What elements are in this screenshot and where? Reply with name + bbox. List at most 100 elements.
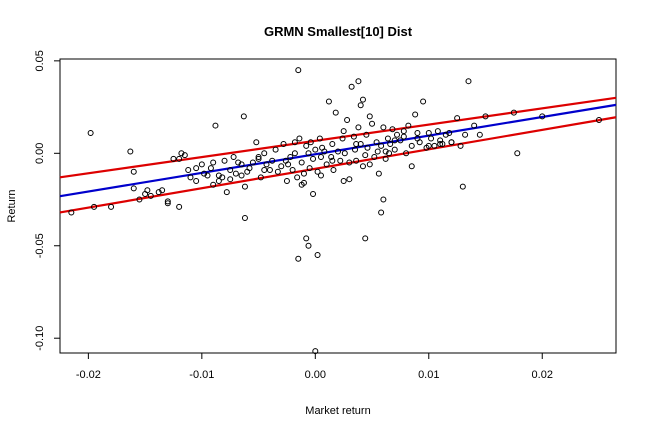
scatter-point (227, 166, 234, 173)
x-tick-label: 0.00 (305, 369, 326, 381)
scatter-point (387, 141, 394, 148)
scatter-point (448, 139, 455, 146)
scatter-point (178, 150, 185, 157)
scatter-point (253, 139, 260, 146)
scatter-point (378, 209, 385, 216)
regression-line (59, 103, 617, 198)
scatter-point (198, 161, 205, 168)
scatter-point (437, 141, 444, 148)
scatter-point (371, 154, 378, 160)
scatter-point (68, 209, 75, 216)
scatter-point (249, 159, 256, 166)
scatter-point (425, 142, 432, 149)
scatter-point (164, 198, 171, 205)
scatter-point (221, 157, 228, 164)
scatter-point (539, 113, 546, 120)
scatter-point (269, 157, 276, 164)
scatter-point (382, 148, 389, 155)
scatter-point (235, 159, 242, 166)
scatter-point (130, 185, 137, 192)
scatter-point (362, 235, 369, 242)
scatter-point (303, 142, 310, 149)
x-tick-label: -0.01 (189, 369, 214, 381)
scatter-point (291, 139, 298, 146)
scatter-point (201, 170, 208, 177)
y-tick-label: -0.05 (34, 233, 46, 258)
scatter-points (68, 67, 602, 355)
scatter-point (476, 131, 483, 138)
scatter-point (289, 166, 296, 173)
scatter-point (261, 150, 268, 157)
scatter-point (465, 78, 472, 85)
scatter-point (223, 189, 230, 196)
scatter-point (329, 157, 336, 164)
x-tick-label: 0.01 (418, 369, 439, 381)
scatter-point (108, 203, 115, 210)
scatter-point (408, 163, 415, 170)
scatter-point (291, 150, 298, 157)
plot-frame (59, 58, 617, 354)
scatter-point (204, 172, 211, 179)
scatter-point (352, 146, 359, 153)
scatter-point (283, 178, 290, 185)
scatter-point (295, 255, 302, 262)
scatter-point (344, 117, 351, 124)
scatter-point (303, 235, 310, 242)
scatter-point (212, 122, 219, 129)
scatter-point (87, 129, 94, 136)
scatter-point (193, 178, 200, 185)
scatter-point (193, 165, 200, 172)
scatter-point (305, 242, 312, 249)
x-axis-ticks: -0.02 -0.01 0.00 0.01 0.02 (76, 353, 553, 381)
scatter-point (215, 172, 222, 179)
scatter-point (357, 102, 364, 109)
scatter-point (328, 154, 335, 160)
y-tick-label: -0.10 (34, 326, 46, 351)
scatter-point (316, 135, 323, 142)
scatter-point (397, 137, 404, 144)
fit-lines (59, 96, 617, 214)
x-tick-label: 0.02 (532, 369, 553, 381)
scatter-point (227, 176, 234, 183)
scatter-point (287, 154, 294, 160)
scatter-point (454, 115, 461, 122)
scatter-point (300, 179, 307, 186)
scatter-point (215, 178, 222, 185)
scatter-point (285, 161, 292, 168)
lower-band-line (59, 116, 617, 214)
scatter-point (373, 139, 380, 146)
scatter-point (366, 161, 373, 168)
scatter-point (595, 117, 602, 124)
scatter-point (374, 148, 381, 155)
scatter-point (353, 141, 360, 148)
scatter-point (314, 252, 321, 258)
scatter-point (176, 155, 183, 162)
scatter-point (325, 98, 332, 105)
scatter-point (314, 168, 321, 175)
chart-title: GRMN Smallest[10] Dist (264, 24, 413, 39)
scatter-point (280, 141, 287, 148)
scatter-point (332, 109, 339, 116)
scatter-point (384, 135, 391, 142)
scatter-point (274, 168, 281, 175)
scatter-point (232, 170, 239, 177)
x-axis-label: Market return (305, 405, 370, 417)
scatter-point (155, 189, 162, 196)
scatter-point (362, 152, 369, 159)
scatter-point (305, 150, 312, 157)
scatter-point (317, 154, 324, 160)
scatter-point (330, 166, 337, 173)
scatter-point (412, 111, 419, 118)
scatter-point (266, 166, 273, 173)
scatter-point (386, 150, 393, 157)
scatter-point (207, 165, 214, 172)
scatter-point (230, 154, 237, 160)
scatter-point (127, 148, 134, 155)
scatter-point (431, 142, 438, 149)
scatter-point (434, 128, 441, 135)
scatter-point (321, 148, 328, 155)
scatter-point (170, 155, 177, 162)
scatter-point (446, 129, 453, 136)
scatter-point (300, 170, 307, 177)
scatter-point (340, 128, 347, 135)
